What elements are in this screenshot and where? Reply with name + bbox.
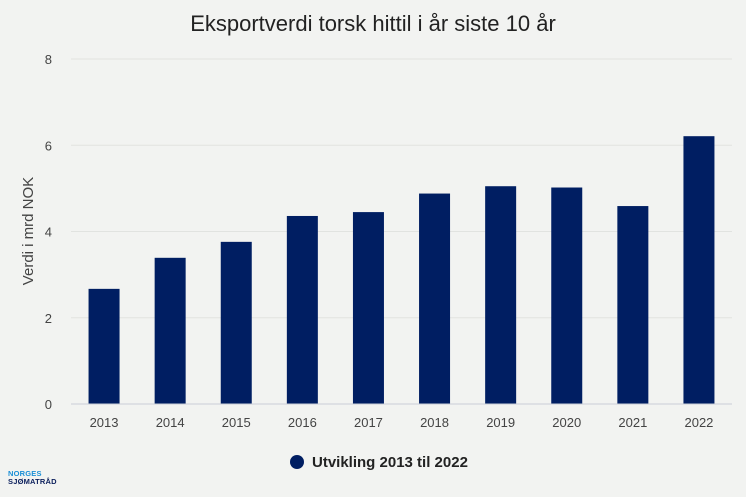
legend-marker: [290, 455, 304, 469]
legend-label: Utvikling 2013 til 2022: [312, 454, 468, 471]
norges-sjomatrad-logo: NORGES SJØMATRÅD: [8, 470, 57, 486]
y-tick-label: 2: [45, 311, 52, 326]
y-axis-label: Verdi i mrd NOK: [20, 177, 37, 285]
bar-2015[interactable]: [220, 241, 252, 404]
bars: [88, 136, 715, 404]
x-tick-label: 2022: [684, 415, 713, 430]
x-tick-label: 2013: [90, 415, 119, 430]
x-tick-label: 2017: [354, 415, 383, 430]
y-tick-label: 6: [45, 138, 52, 153]
x-tick-label: 2014: [156, 415, 185, 430]
logo-line-2: SJØMATRÅD: [8, 477, 57, 486]
bar-2017[interactable]: [352, 212, 384, 404]
bar-2021[interactable]: [617, 206, 649, 404]
x-axis-ticks: 2013 2014 2015 2016 2017 2018 2019 2020 2021 2022: [90, 415, 714, 430]
x-tick-label: 2020: [552, 415, 581, 430]
logo-line-1: NORGES: [8, 469, 42, 478]
legend[interactable]: Utvikling 2013 til 2022: [290, 454, 468, 471]
y-tick-label: 8: [45, 52, 52, 67]
chart-title: Eksportverdi torsk hittil i år siste 10 …: [190, 11, 556, 36]
y-tick-label: 0: [45, 397, 52, 412]
x-tick-label: 2019: [486, 415, 515, 430]
bar-2020[interactable]: [551, 187, 583, 404]
y-tick-label: 4: [45, 225, 52, 240]
bar-2019[interactable]: [485, 186, 517, 404]
x-tick-label: 2016: [288, 415, 317, 430]
x-tick-label: 2021: [618, 415, 647, 430]
bar-2013[interactable]: [88, 288, 120, 404]
bar-2014[interactable]: [154, 257, 186, 404]
y-axis-ticks: 0 2 4 6 8: [45, 52, 52, 412]
bar-2018[interactable]: [419, 193, 451, 404]
x-tick-label: 2015: [222, 415, 251, 430]
bar-2016[interactable]: [286, 215, 318, 404]
bar-2022[interactable]: [683, 136, 715, 404]
x-tick-label: 2018: [420, 415, 449, 430]
